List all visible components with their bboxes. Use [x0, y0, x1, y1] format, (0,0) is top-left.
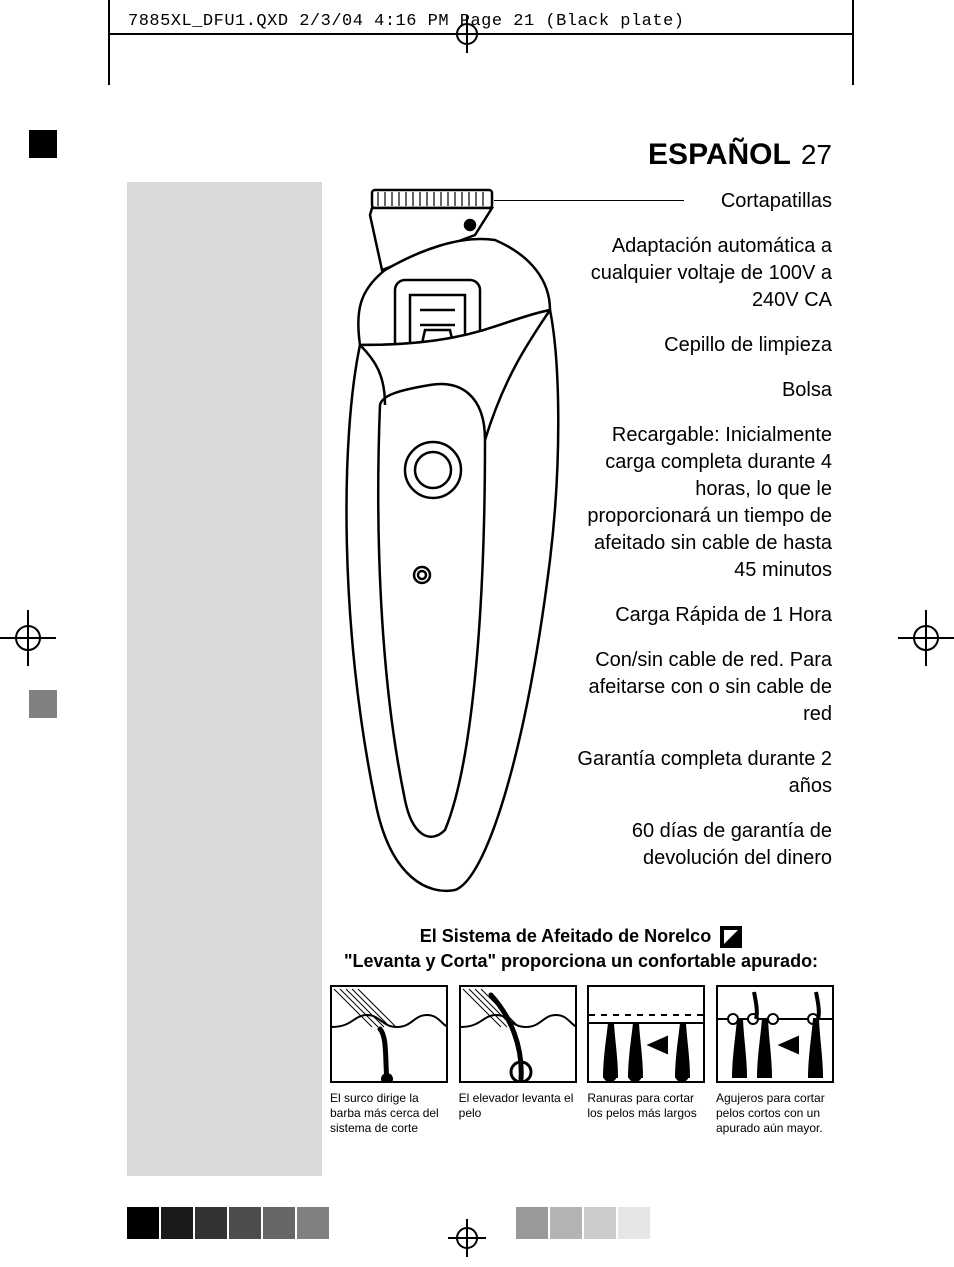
registration-mark: [15, 625, 41, 651]
panel-caption: Agujeros para cortar pelos cortos con un…: [716, 1091, 834, 1136]
grayscale-bar-dark: [127, 1207, 331, 1239]
registration-mark: [456, 23, 478, 45]
panels-row: El surco dirige la barba más cerca del s…: [330, 985, 834, 1136]
margin-marker: [29, 690, 57, 718]
feature-item: Con/sin cable de red. Para afeitarse con…: [572, 647, 832, 728]
panel-caption: El surco dirige la barba más cerca del s…: [330, 1091, 448, 1136]
margin-marker: [29, 130, 57, 158]
print-slug: 7885XL_DFU1.QXD 2/3/04 4:16 PM Page 21 (…: [128, 12, 685, 31]
grayscale-bar-light: [516, 1207, 652, 1239]
feature-item: Recargable: Inicialmente carga completa …: [572, 422, 832, 584]
system-heading: El Sistema de Afeitado de Norelco "Levan…: [330, 924, 832, 974]
panel: Ranuras para cortar los pelos más largos: [587, 985, 705, 1136]
feature-item: Garantía completa durante 2 años: [572, 746, 832, 800]
feature-item: 60 días de garantía de devolución del di…: [572, 818, 832, 872]
crop-mark: [108, 0, 110, 85]
system-line2: "Levanta y Corta" proporciona un confort…: [344, 951, 818, 971]
gray-sidebar-column: [127, 182, 322, 1176]
panel-illustration: [587, 985, 705, 1083]
panel: El surco dirige la barba más cerca del s…: [330, 985, 448, 1136]
registration-mark: [913, 625, 939, 651]
panel-caption: Ranuras para cortar los pelos más largos: [587, 1091, 705, 1121]
shaver-illustration: [300, 180, 610, 900]
feature-item: Cepillo de limpieza: [572, 332, 832, 359]
system-line1: El Sistema de Afeitado de Norelco: [420, 926, 711, 946]
crop-mark: [852, 0, 854, 85]
feature-item: Bolsa: [572, 377, 832, 404]
feature-list: Cortapatillas Adaptación automática a cu…: [572, 188, 832, 890]
panel-illustration: [330, 985, 448, 1083]
page-header: ESPAÑOL 27: [648, 138, 832, 172]
panel: El elevador levanta el pelo: [459, 985, 577, 1136]
language-label: ESPAÑOL: [648, 138, 791, 171]
registration-mark: [456, 1227, 478, 1249]
panel: Agujeros para cortar pelos cortos con un…: [716, 985, 834, 1136]
norelco-logo-icon: [720, 926, 742, 948]
feature-item: Cortapatillas: [572, 188, 832, 215]
panel-illustration: [716, 985, 834, 1083]
page-number: 27: [801, 139, 832, 170]
panel-illustration: [459, 985, 577, 1083]
feature-item: Carga Rápida de 1 Hora: [572, 602, 832, 629]
panel-caption: El elevador levanta el pelo: [459, 1091, 577, 1121]
feature-item: Adaptación automática a cualquier voltaj…: [572, 233, 832, 314]
